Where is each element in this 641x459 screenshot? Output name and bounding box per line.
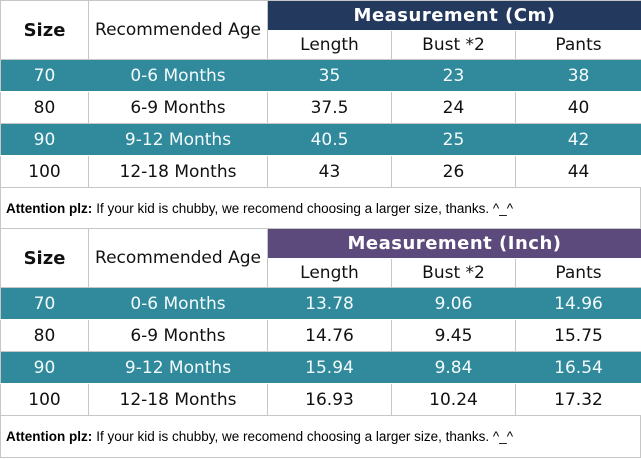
size-cell: 70 [0, 287, 89, 320]
table-row-size-70: 70 0-6 Months 13.78 9.06 14.96 [0, 287, 641, 320]
attention-text: If your kid is chubby, we recomend choos… [96, 429, 514, 444]
attention-label: Attention plz: [6, 200, 93, 216]
table-row-size-80: 80 6-9 Months 14.76 9.45 15.75 [0, 319, 641, 352]
length-cell: 43 [267, 155, 392, 188]
table-row-size-100: 100 12-18 Months 43 26 44 [0, 155, 641, 188]
age-cell: 9-12 Months [88, 351, 268, 384]
age-cell: 6-9 Months [88, 319, 268, 352]
pants-cell: 15.75 [515, 319, 641, 352]
length-cell: 35 [267, 59, 392, 92]
measurement-inch-group-header: Measurement (Inch) [267, 228, 641, 259]
pants-cell: 42 [515, 123, 641, 156]
length-cell: 16.93 [267, 383, 392, 416]
subheader-row: Length Bust *2 Pants [1, 30, 641, 60]
age-cell: 12-18 Months [88, 383, 268, 416]
attention-note-cm: Attention plz: If your kid is chubby, we… [0, 188, 641, 228]
measurement-cm-group-header: Measurement (Cm) [267, 0, 641, 31]
attention-label: Attention plz: [6, 429, 93, 444]
table-row-size-90: 90 9-12 Months 40.5 25 42 [0, 123, 641, 156]
pants-cell: 40 [515, 91, 641, 124]
bust-cell: 25 [391, 123, 516, 156]
attention-text: If your kid is chubby, we recomend choos… [96, 200, 514, 216]
size-cell: 90 [0, 123, 89, 156]
bust-cell: 9.06 [391, 287, 516, 320]
bust-cell: 24 [391, 91, 516, 124]
table-row-size-80: 80 6-9 Months 37.5 24 40 [0, 91, 641, 124]
size-cell: 70 [0, 59, 89, 92]
header-row: Size Recommended Age Measurement (Inch) [0, 228, 641, 288]
header-row: Size Recommended Age Measurement (Cm) [0, 0, 641, 60]
age-cell: 0-6 Months [88, 59, 268, 92]
column-header-length: Length [267, 258, 392, 288]
bust-cell: 9.45 [391, 319, 516, 352]
bust-cell: 23 [391, 59, 516, 92]
pants-cell: 44 [515, 155, 641, 188]
size-cell: 80 [0, 91, 89, 124]
table-row-size-100: 100 12-18 Months 16.93 10.24 17.32 [0, 383, 641, 416]
column-header-recommended-age: Recommended Age [88, 0, 268, 60]
column-header-pants: Pants [515, 258, 641, 288]
column-header-recommended-age: Recommended Age [88, 228, 268, 288]
size-cell: 80 [0, 319, 89, 352]
column-header-size: Size [0, 0, 89, 60]
size-cell: 100 [0, 155, 89, 188]
size-cell: 90 [0, 351, 89, 384]
length-cell: 15.94 [267, 351, 392, 384]
length-cell: 14.76 [267, 319, 392, 352]
pants-cell: 38 [515, 59, 641, 92]
pants-cell: 14.96 [515, 287, 641, 320]
column-header-pants: Pants [515, 30, 641, 60]
table-row-size-70: 70 0-6 Months 35 23 38 [0, 59, 641, 92]
length-cell: 13.78 [267, 287, 392, 320]
column-header-length: Length [267, 30, 392, 60]
subheader-row: Length Bust *2 Pants [1, 258, 641, 288]
pants-cell: 16.54 [515, 351, 641, 384]
attention-note-inch: Attention plz: If your kid is chubby, we… [0, 416, 641, 458]
bust-cell: 10.24 [391, 383, 516, 416]
size-cell: 100 [0, 383, 89, 416]
size-table-cm: Size Recommended Age Measurement (Cm) Le… [0, 0, 641, 188]
column-header-bust: Bust *2 [391, 30, 516, 60]
table-row-size-90: 90 9-12 Months 15.94 9.84 16.54 [0, 351, 641, 384]
length-cell: 40.5 [267, 123, 392, 156]
length-cell: 37.5 [267, 91, 392, 124]
column-header-size: Size [0, 228, 89, 288]
age-cell: 0-6 Months [88, 287, 268, 320]
age-cell: 12-18 Months [88, 155, 268, 188]
size-table-inch: Size Recommended Age Measurement (Inch) … [0, 228, 641, 416]
column-header-bust: Bust *2 [391, 258, 516, 288]
pants-cell: 17.32 [515, 383, 641, 416]
age-cell: 6-9 Months [88, 91, 268, 124]
bust-cell: 9.84 [391, 351, 516, 384]
age-cell: 9-12 Months [88, 123, 268, 156]
bust-cell: 26 [391, 155, 516, 188]
